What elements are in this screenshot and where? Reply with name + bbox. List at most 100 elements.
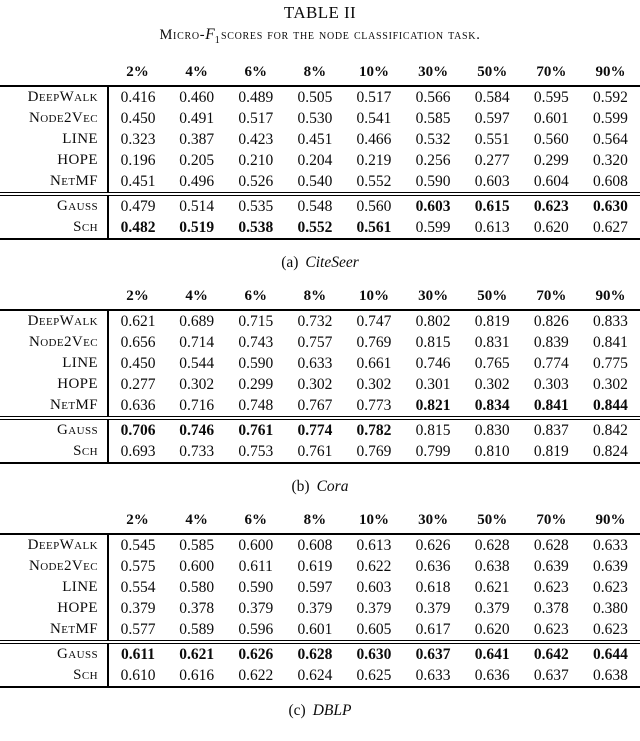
value-cell: 0.545 bbox=[120, 536, 156, 554]
row-label: LINE bbox=[0, 576, 109, 598]
value-cell: 0.299 bbox=[238, 375, 274, 393]
value-cell: 0.644 bbox=[580, 639, 640, 665]
value-cell: 0.618 bbox=[415, 578, 451, 596]
value-cell: 0.628 bbox=[285, 639, 345, 665]
value-cell: 0.589 bbox=[179, 620, 215, 638]
value-cell: 0.256 bbox=[415, 151, 451, 169]
value-cell: 0.580 bbox=[179, 578, 215, 596]
value-cell: 0.810 bbox=[462, 440, 522, 464]
value-cell: 0.625 bbox=[344, 664, 404, 688]
row-label: Gauss bbox=[0, 415, 109, 441]
value-cell: 0.379 bbox=[120, 599, 156, 617]
value-cell: 0.624 bbox=[285, 664, 345, 688]
value-cell: 0.496 bbox=[179, 172, 215, 190]
header-row: 2% 4% 6% 8% 10% 30% 50% 70% 90% bbox=[0, 62, 640, 87]
value-cell: 0.747 bbox=[356, 312, 392, 330]
table-row-gauss: Gauss 0.706 0.746 0.761 0.774 0.782 0.815 0.830… bbox=[0, 415, 640, 441]
table-row-node2vec: Node2Vec 0.656 0.714 0.743 0.757 0.769 0.815 0.… bbox=[0, 331, 640, 353]
value-cell: 0.387 bbox=[179, 130, 215, 148]
value-cell: 0.603 bbox=[403, 191, 463, 217]
caption-cora: (b) Cora bbox=[0, 477, 640, 496]
caption-dataset-name: Cora bbox=[316, 477, 349, 495]
value-cell: 0.601 bbox=[533, 109, 569, 127]
value-cell: 0.839 bbox=[533, 333, 569, 351]
table-row-node2vec: Node2Vec 0.450 0.491 0.517 0.530 0.541 0.585 0.… bbox=[0, 107, 640, 129]
row-label: HOPE bbox=[0, 597, 109, 619]
value-cell: 0.833 bbox=[593, 312, 628, 330]
value-cell: 0.299 bbox=[533, 151, 569, 169]
column-header: 6% bbox=[226, 286, 286, 311]
row-label: Gauss bbox=[0, 639, 109, 665]
value-cell: 0.416 bbox=[120, 88, 156, 106]
caption-label: (a) bbox=[281, 253, 299, 271]
row-label: DeepWalk bbox=[0, 85, 109, 108]
citeseer-results-table: 2% 4% 6% 8% 10% 30% 50% 70% 90% DeepWalk 0.416 0.46… bbox=[0, 62, 640, 240]
value-cell: 0.303 bbox=[533, 375, 569, 393]
value-cell: 0.489 bbox=[238, 88, 274, 106]
value-cell: 0.575 bbox=[120, 557, 156, 575]
value-cell: 0.799 bbox=[403, 440, 463, 464]
value-cell: 0.548 bbox=[285, 191, 345, 217]
row-label: Sch bbox=[0, 440, 109, 464]
column-header: 50% bbox=[462, 286, 522, 311]
value-cell: 0.544 bbox=[179, 354, 215, 372]
value-cell: 0.716 bbox=[179, 396, 215, 414]
column-header: 4% bbox=[167, 286, 227, 311]
value-cell: 0.837 bbox=[521, 415, 581, 441]
value-cell: 0.204 bbox=[297, 151, 333, 169]
value-cell: 0.320 bbox=[593, 151, 628, 169]
value-cell: 0.637 bbox=[403, 639, 463, 665]
value-cell: 0.564 bbox=[593, 130, 628, 148]
value-cell: 0.526 bbox=[238, 172, 274, 190]
row-label: Sch bbox=[0, 216, 109, 240]
value-cell: 0.604 bbox=[533, 172, 569, 190]
column-header: 8% bbox=[285, 510, 345, 535]
corner-cell bbox=[0, 510, 108, 535]
value-cell: 0.761 bbox=[226, 415, 286, 441]
value-cell: 0.824 bbox=[580, 440, 640, 464]
value-cell: 0.479 bbox=[108, 191, 168, 217]
value-cell: 0.639 bbox=[533, 557, 569, 575]
column-header: 6% bbox=[226, 510, 286, 535]
value-cell: 0.613 bbox=[462, 216, 522, 240]
value-cell: 0.627 bbox=[580, 216, 640, 240]
value-cell: 0.517 bbox=[356, 88, 392, 106]
value-cell: 0.743 bbox=[238, 333, 274, 351]
value-cell: 0.633 bbox=[403, 664, 463, 688]
dblp-results-table: 2% 4% 6% 8% 10% 30% 50% 70% 90% DeepWalk 0.545 0.58… bbox=[0, 510, 640, 688]
value-cell: 0.423 bbox=[238, 130, 274, 148]
value-cell: 0.460 bbox=[179, 88, 215, 106]
value-cell: 0.302 bbox=[356, 375, 392, 393]
value-cell: 0.636 bbox=[120, 396, 156, 414]
value-cell: 0.769 bbox=[356, 333, 392, 351]
row-label: LINE bbox=[0, 128, 109, 150]
value-cell: 0.619 bbox=[297, 557, 333, 575]
value-cell: 0.541 bbox=[356, 109, 392, 127]
value-cell: 0.277 bbox=[120, 375, 156, 393]
value-cell: 0.302 bbox=[474, 375, 510, 393]
value-cell: 0.622 bbox=[226, 664, 286, 688]
value-cell: 0.757 bbox=[297, 333, 333, 351]
column-header: 70% bbox=[521, 286, 581, 311]
value-cell: 0.482 bbox=[108, 216, 168, 240]
value-cell: 0.379 bbox=[415, 599, 451, 617]
column-header: 10% bbox=[344, 62, 404, 87]
value-cell: 0.196 bbox=[120, 151, 156, 169]
value-cell: 0.815 bbox=[415, 333, 451, 351]
value-cell: 0.661 bbox=[356, 354, 392, 372]
value-cell: 0.597 bbox=[297, 578, 333, 596]
subtitle-math-variable: F bbox=[205, 26, 215, 43]
value-cell: 0.630 bbox=[344, 639, 404, 665]
value-cell: 0.819 bbox=[474, 312, 510, 330]
value-cell: 0.693 bbox=[108, 440, 168, 464]
value-cell: 0.611 bbox=[238, 557, 273, 575]
column-header: 8% bbox=[285, 286, 345, 311]
value-cell: 0.600 bbox=[238, 536, 274, 554]
value-cell: 0.626 bbox=[226, 639, 286, 665]
value-cell: 0.590 bbox=[238, 578, 274, 596]
value-cell: 0.775 bbox=[593, 354, 628, 372]
value-cell: 0.599 bbox=[593, 109, 628, 127]
row-label: HOPE bbox=[0, 149, 109, 171]
value-cell: 0.841 bbox=[533, 396, 569, 414]
table-row-netmf: NetMF 0.636 0.716 0.748 0.767 0.773 0.821 0.834… bbox=[0, 394, 640, 418]
